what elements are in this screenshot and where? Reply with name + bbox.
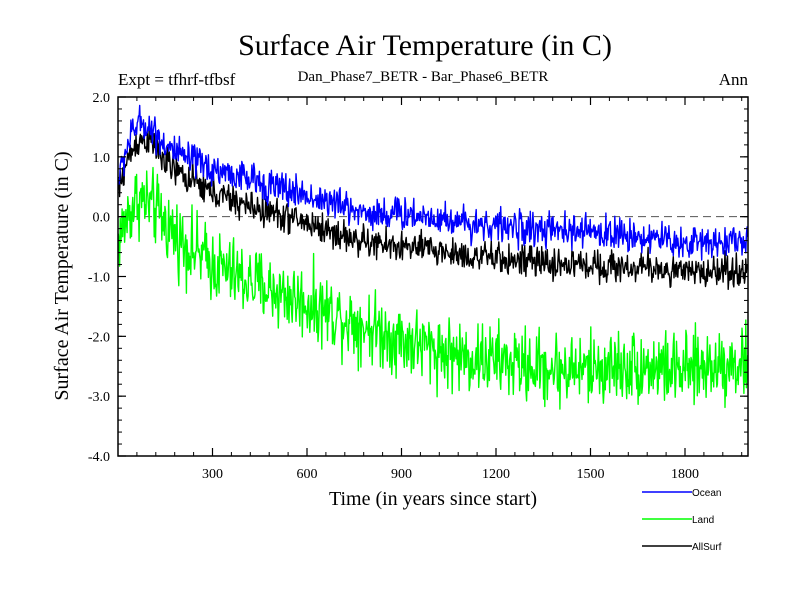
- x-tick-label: 1800: [671, 467, 699, 482]
- series-layer: [117, 104, 749, 410]
- y-tick-label: -4.0: [88, 450, 110, 465]
- y-tick-label: -3.0: [88, 390, 110, 405]
- y-axis: 2.0 1.0 0.0 -1.0 -2.0 -3.0 -4.0: [88, 91, 748, 465]
- y-tick-label: -2.0: [88, 330, 110, 345]
- series-line-allsurf: [117, 124, 749, 290]
- x-tick-label: 900: [391, 467, 412, 482]
- y-tick-label: 0.0: [93, 211, 111, 226]
- series-line-land: [117, 166, 749, 410]
- chart-title: Surface Air Temperature (in C): [238, 29, 612, 62]
- legend-label: Land: [692, 515, 714, 526]
- x-tick-label: 600: [297, 467, 318, 482]
- season-label: Ann: [719, 70, 749, 89]
- legend-label: Ocean: [692, 488, 721, 499]
- legend: Ocean Land AllSurf: [642, 488, 722, 553]
- x-tick-label: 1500: [577, 467, 605, 482]
- experiment-label: Expt = tfhrf-tfbsf: [118, 70, 236, 89]
- x-tick-label: 1200: [482, 467, 510, 482]
- series-line-ocean: [117, 104, 749, 261]
- y-tick-label: 2.0: [93, 91, 111, 106]
- legend-label: AllSurf: [692, 542, 722, 553]
- y-axis-label: Surface Air Temperature (in C): [51, 151, 73, 400]
- x-tick-label: 300: [202, 467, 223, 482]
- x-axis: 300 600 900 1200 1500 1800: [136, 97, 743, 482]
- comparison-label: Dan_Phase7_BETR - Bar_Phase6_BETR: [298, 69, 549, 85]
- y-tick-label: -1.0: [88, 271, 110, 286]
- y-tick-label: 1.0: [93, 151, 111, 166]
- x-axis-label: Time (in years since start): [329, 488, 537, 510]
